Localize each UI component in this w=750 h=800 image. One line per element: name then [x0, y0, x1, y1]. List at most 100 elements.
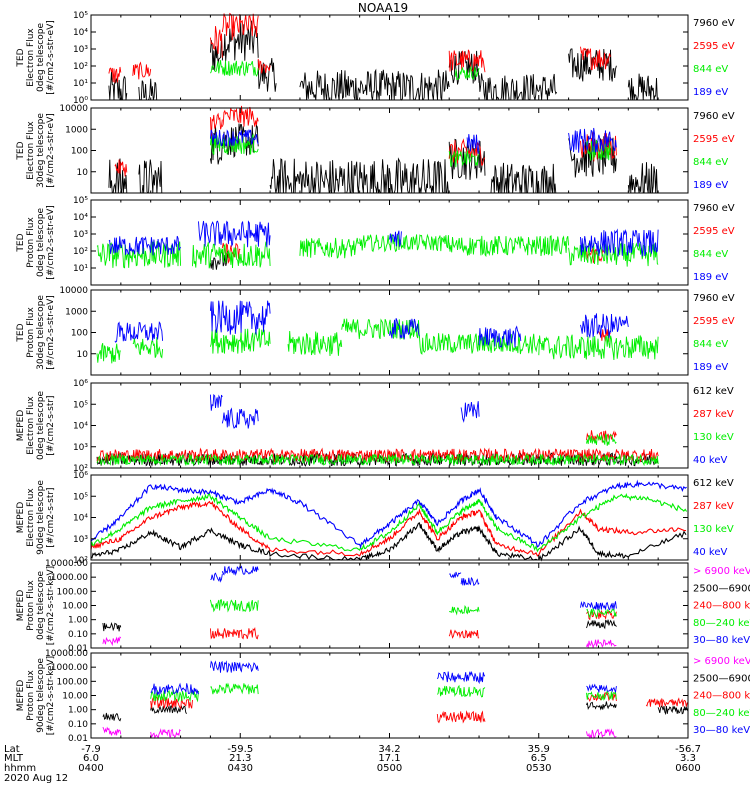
series-2-2-seg-3: [221, 105, 259, 127]
series-8-4-seg-2: [210, 682, 259, 695]
series-4-3-seg-3: [209, 328, 271, 354]
y-axis-label-line: 0deg telescope: [36, 391, 46, 461]
y-tick-label: 1000.00: [51, 573, 88, 583]
x-tick-value: -7.9: [81, 744, 101, 755]
y-axis-label-line: Proton Flux: [26, 670, 36, 721]
x-tick-value: -56.7: [675, 744, 701, 755]
series-8-1-seg-3: [586, 728, 617, 740]
y-axis-label-line: [#/cm2-s-str]: [46, 395, 56, 455]
y-axis-label-line: MEPED: [16, 680, 26, 712]
series-7-5-seg-1: [210, 572, 223, 583]
y-tick-label: 1.00: [68, 616, 88, 626]
x-tick-value: 0500: [377, 763, 402, 774]
legend-entry: 40 keV: [693, 455, 727, 466]
legend-entry: 7960 eV: [693, 18, 735, 29]
series-6-3: [90, 492, 688, 553]
y-tick-label: 100: [71, 147, 88, 157]
y-tick-label: 10²: [73, 62, 88, 72]
series-5-4-seg-1: [209, 393, 223, 411]
panel-5: 10² 10³ 10⁴ 10⁵ 10⁶ MEPED Electron Flux 0deg te…: [16, 379, 734, 474]
series-2-1-seg-4: [221, 123, 259, 159]
y-tick-label: 1000: [65, 307, 88, 317]
series-1-2-seg-1: [108, 66, 122, 83]
series-2-2-seg-2: [209, 112, 223, 140]
y-tick-label: 10²: [73, 464, 88, 474]
y-tick-label: 10⁶: [73, 471, 88, 481]
y-axis-label-line: [#/cm2-s-str-eV]: [46, 113, 56, 188]
series-2-1-seg-2: [138, 159, 163, 194]
y-axis-label-line: [#/cm2-s-str-eV]: [46, 205, 56, 280]
y-tick-label: 10⁵: [73, 196, 88, 206]
series-2-1-seg-6: [448, 138, 486, 180]
y-axis-label-line: Proton Flux: [26, 307, 36, 358]
y-tick-label: 10⁵: [73, 400, 88, 410]
y-tick-label: 10⁴: [73, 213, 88, 223]
series-1-1-seg-10: [627, 73, 659, 101]
y-axis-label-line: Electron Flux: [26, 396, 36, 455]
y-axis-label-line: Electron Flux: [26, 28, 36, 87]
series-7-3-seg-1: [209, 627, 259, 640]
series-2-1-seg-1: [108, 158, 128, 194]
series-1-3-seg-1: [210, 60, 259, 77]
series-8-4-seg-4: [586, 690, 617, 701]
y-tick-label: 1000.00: [51, 663, 88, 673]
y-axis-label-line: Electron Flux: [26, 488, 36, 547]
series-8-3-seg-4: [645, 697, 689, 708]
legend-entry: 844 eV: [693, 64, 728, 75]
legend-entry: 2595 eV: [693, 226, 735, 237]
series-8-4-seg-3: [436, 684, 486, 698]
series-4-4-seg-2: [209, 300, 271, 335]
series-3-4-seg-3: [389, 230, 402, 247]
y-axis-label-line: [#/cm2-s-str-eV]: [46, 20, 56, 95]
series-8-2-seg-1: [102, 712, 122, 722]
series-7-5-seg-5: [580, 601, 617, 611]
y-tick-label: 10¹: [73, 79, 88, 89]
series-3-4-seg-2: [198, 220, 271, 248]
legend-entry: 2595 eV: [693, 134, 735, 145]
series-4-3-seg-2: [132, 337, 164, 359]
x-tick-value: 17.1: [378, 753, 400, 764]
series-3-3-seg-4: [359, 233, 450, 253]
y-tick-label: 10⁵: [73, 492, 88, 502]
y-axis-label-line: [#/cm2-s-str-keV]: [46, 656, 56, 735]
legend-entry: 287 keV: [693, 501, 734, 512]
series-7-2-seg-1: [102, 621, 122, 632]
panel-4: 10 100 1000 10000 TED Proton Flux 30deg telesc…: [16, 286, 735, 376]
legend-entry: 2500—6900: [693, 673, 750, 684]
y-tick-label: 10³: [73, 230, 88, 240]
x-tick-value: 6.0: [83, 753, 99, 764]
series-5-3-seg-1: [96, 452, 659, 467]
y-tick-label: 10000: [59, 104, 88, 114]
series-4-3-seg-4: [287, 330, 343, 357]
legend-entry: 612 keV: [693, 386, 734, 397]
series-8-2-seg-4: [657, 705, 689, 716]
x-tick-value: -59.5: [227, 744, 253, 755]
y-axis-label-line: TED: [16, 233, 26, 252]
y-tick-label: 10⁴: [73, 422, 88, 432]
legend-entry: 240—800 keV: [693, 691, 750, 702]
y-tick-label: 10⁵: [73, 11, 88, 21]
series-1-1-seg-1: [108, 71, 128, 101]
y-axis-label-line: MEPED: [16, 590, 26, 622]
series-3-3-seg-2: [192, 241, 271, 269]
y-tick-label: 10000.00: [45, 649, 88, 659]
y-axis-label-line: Proton Flux: [26, 580, 36, 631]
legend-entry: 130 keV: [693, 432, 734, 443]
legend-entry: 189 eV: [693, 362, 728, 373]
y-tick-label: 100: [71, 329, 88, 339]
series-1-3-seg-2: [454, 65, 480, 81]
y-tick-label: 10³: [73, 443, 88, 453]
series-1-2-seg-3: [209, 26, 223, 58]
y-tick-label: 10.00: [62, 602, 88, 612]
series-7-4-seg-3: [586, 607, 617, 619]
y-tick-label: 10000.00: [45, 559, 88, 569]
chart-title: NOAA19: [358, 1, 408, 15]
panel-3: 10¹ 10² 10³ 10⁴ 10⁵ TED Proton Flux 0deg telesc…: [16, 196, 735, 286]
legend-entry: 844 eV: [693, 157, 728, 168]
legend-entry: 7960 eV: [693, 203, 735, 214]
y-axis-label-line: 0deg telescope: [36, 208, 46, 278]
series-1-2-seg-2: [132, 61, 152, 80]
x-tick-value: 0600: [675, 763, 700, 774]
